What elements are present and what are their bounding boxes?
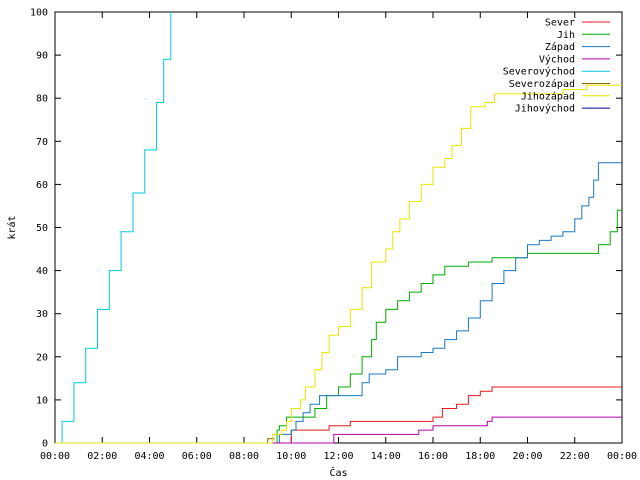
y-tick-label: 30 — [36, 309, 48, 320]
x-tick-label: 12:00 — [323, 451, 353, 462]
x-tick-label: 10:00 — [276, 451, 306, 462]
y-tick-label: 50 — [36, 223, 48, 234]
x-tick-label: 22:00 — [560, 451, 590, 462]
y-tick-label: 40 — [36, 266, 48, 277]
y-tick-label: 70 — [36, 137, 48, 148]
x-tick-label: 08:00 — [229, 451, 259, 462]
y-tick-label: 80 — [36, 94, 48, 105]
legend-label: Východ — [539, 53, 575, 65]
legend-label: Severozápad — [509, 78, 575, 90]
y-axis: 0 10 20 30 40 50 60 70 80 90 100 — [30, 8, 622, 450]
x-tick-label: 16:00 — [418, 451, 448, 462]
x-tick-label: 04:00 — [134, 451, 164, 462]
y-tick-label: 100 — [30, 8, 48, 19]
x-tick-label: 06:00 — [182, 451, 212, 462]
legend-label: Západ — [545, 41, 575, 53]
series-line — [55, 162, 622, 444]
y-tick-label: 90 — [36, 51, 48, 62]
y-tick-label: 60 — [36, 180, 48, 191]
x-tick-label: 02:00 — [87, 451, 117, 462]
series-line — [55, 416, 622, 444]
series-line — [55, 12, 172, 444]
y-tick-label: 10 — [36, 395, 48, 406]
x-tick-label: 20:00 — [512, 451, 542, 462]
legend-label: Jihozápad — [521, 90, 575, 102]
x-tick-label: 00:00 — [607, 451, 637, 462]
x-tick-label: 14:00 — [371, 451, 401, 462]
x-axis-title: Čas — [329, 466, 347, 479]
x-axis: 00:00 02:00 04:00 06:00 08:00 10:00 12:00 14:00… — [40, 12, 637, 462]
legend-label: Jih — [557, 30, 575, 41]
legend-label: Jihovýchod — [515, 103, 575, 115]
series-line — [55, 84, 622, 444]
y-tick-label: 0 — [42, 439, 48, 450]
legend-label: Sever — [545, 18, 575, 29]
series-layer — [55, 12, 622, 444]
series-line — [55, 386, 622, 444]
x-tick-label: 18:00 — [465, 451, 495, 462]
legend: SeverJihZápadVýchodSeverovýchodSeverozáp… — [503, 18, 610, 115]
legend-label: Severovýchod — [503, 66, 575, 78]
y-tick-label: 20 — [36, 352, 48, 363]
x-tick-label: 00:00 — [40, 451, 70, 462]
y-axis-title: krát — [6, 215, 18, 239]
